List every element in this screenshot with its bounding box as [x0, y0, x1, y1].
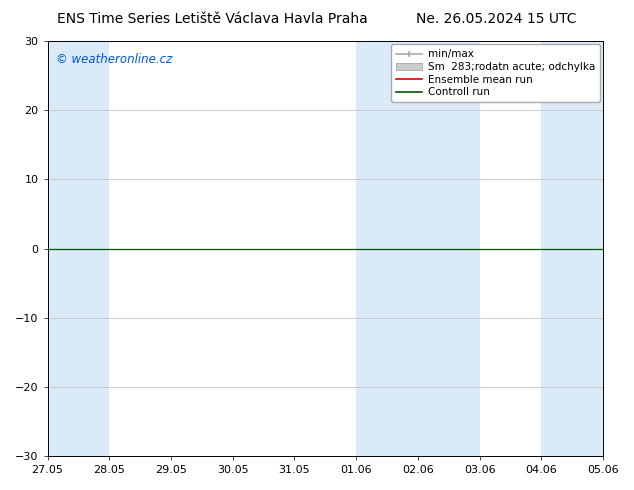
Text: ENS Time Series Letiště Václava Havla Praha: ENS Time Series Letiště Václava Havla Pr… — [57, 12, 368, 26]
Text: © weatheronline.cz: © weatheronline.cz — [56, 53, 172, 67]
Bar — [418, 41, 480, 456]
Legend: min/max, Sm  283;rodatn acute; odchylka, Ensemble mean run, Controll run: min/max, Sm 283;rodatn acute; odchylka, … — [391, 44, 600, 102]
Text: Ne. 26.05.2024 15 UTC: Ne. 26.05.2024 15 UTC — [417, 12, 577, 26]
Bar — [541, 41, 603, 456]
Bar — [48, 41, 109, 456]
Bar — [356, 41, 418, 456]
